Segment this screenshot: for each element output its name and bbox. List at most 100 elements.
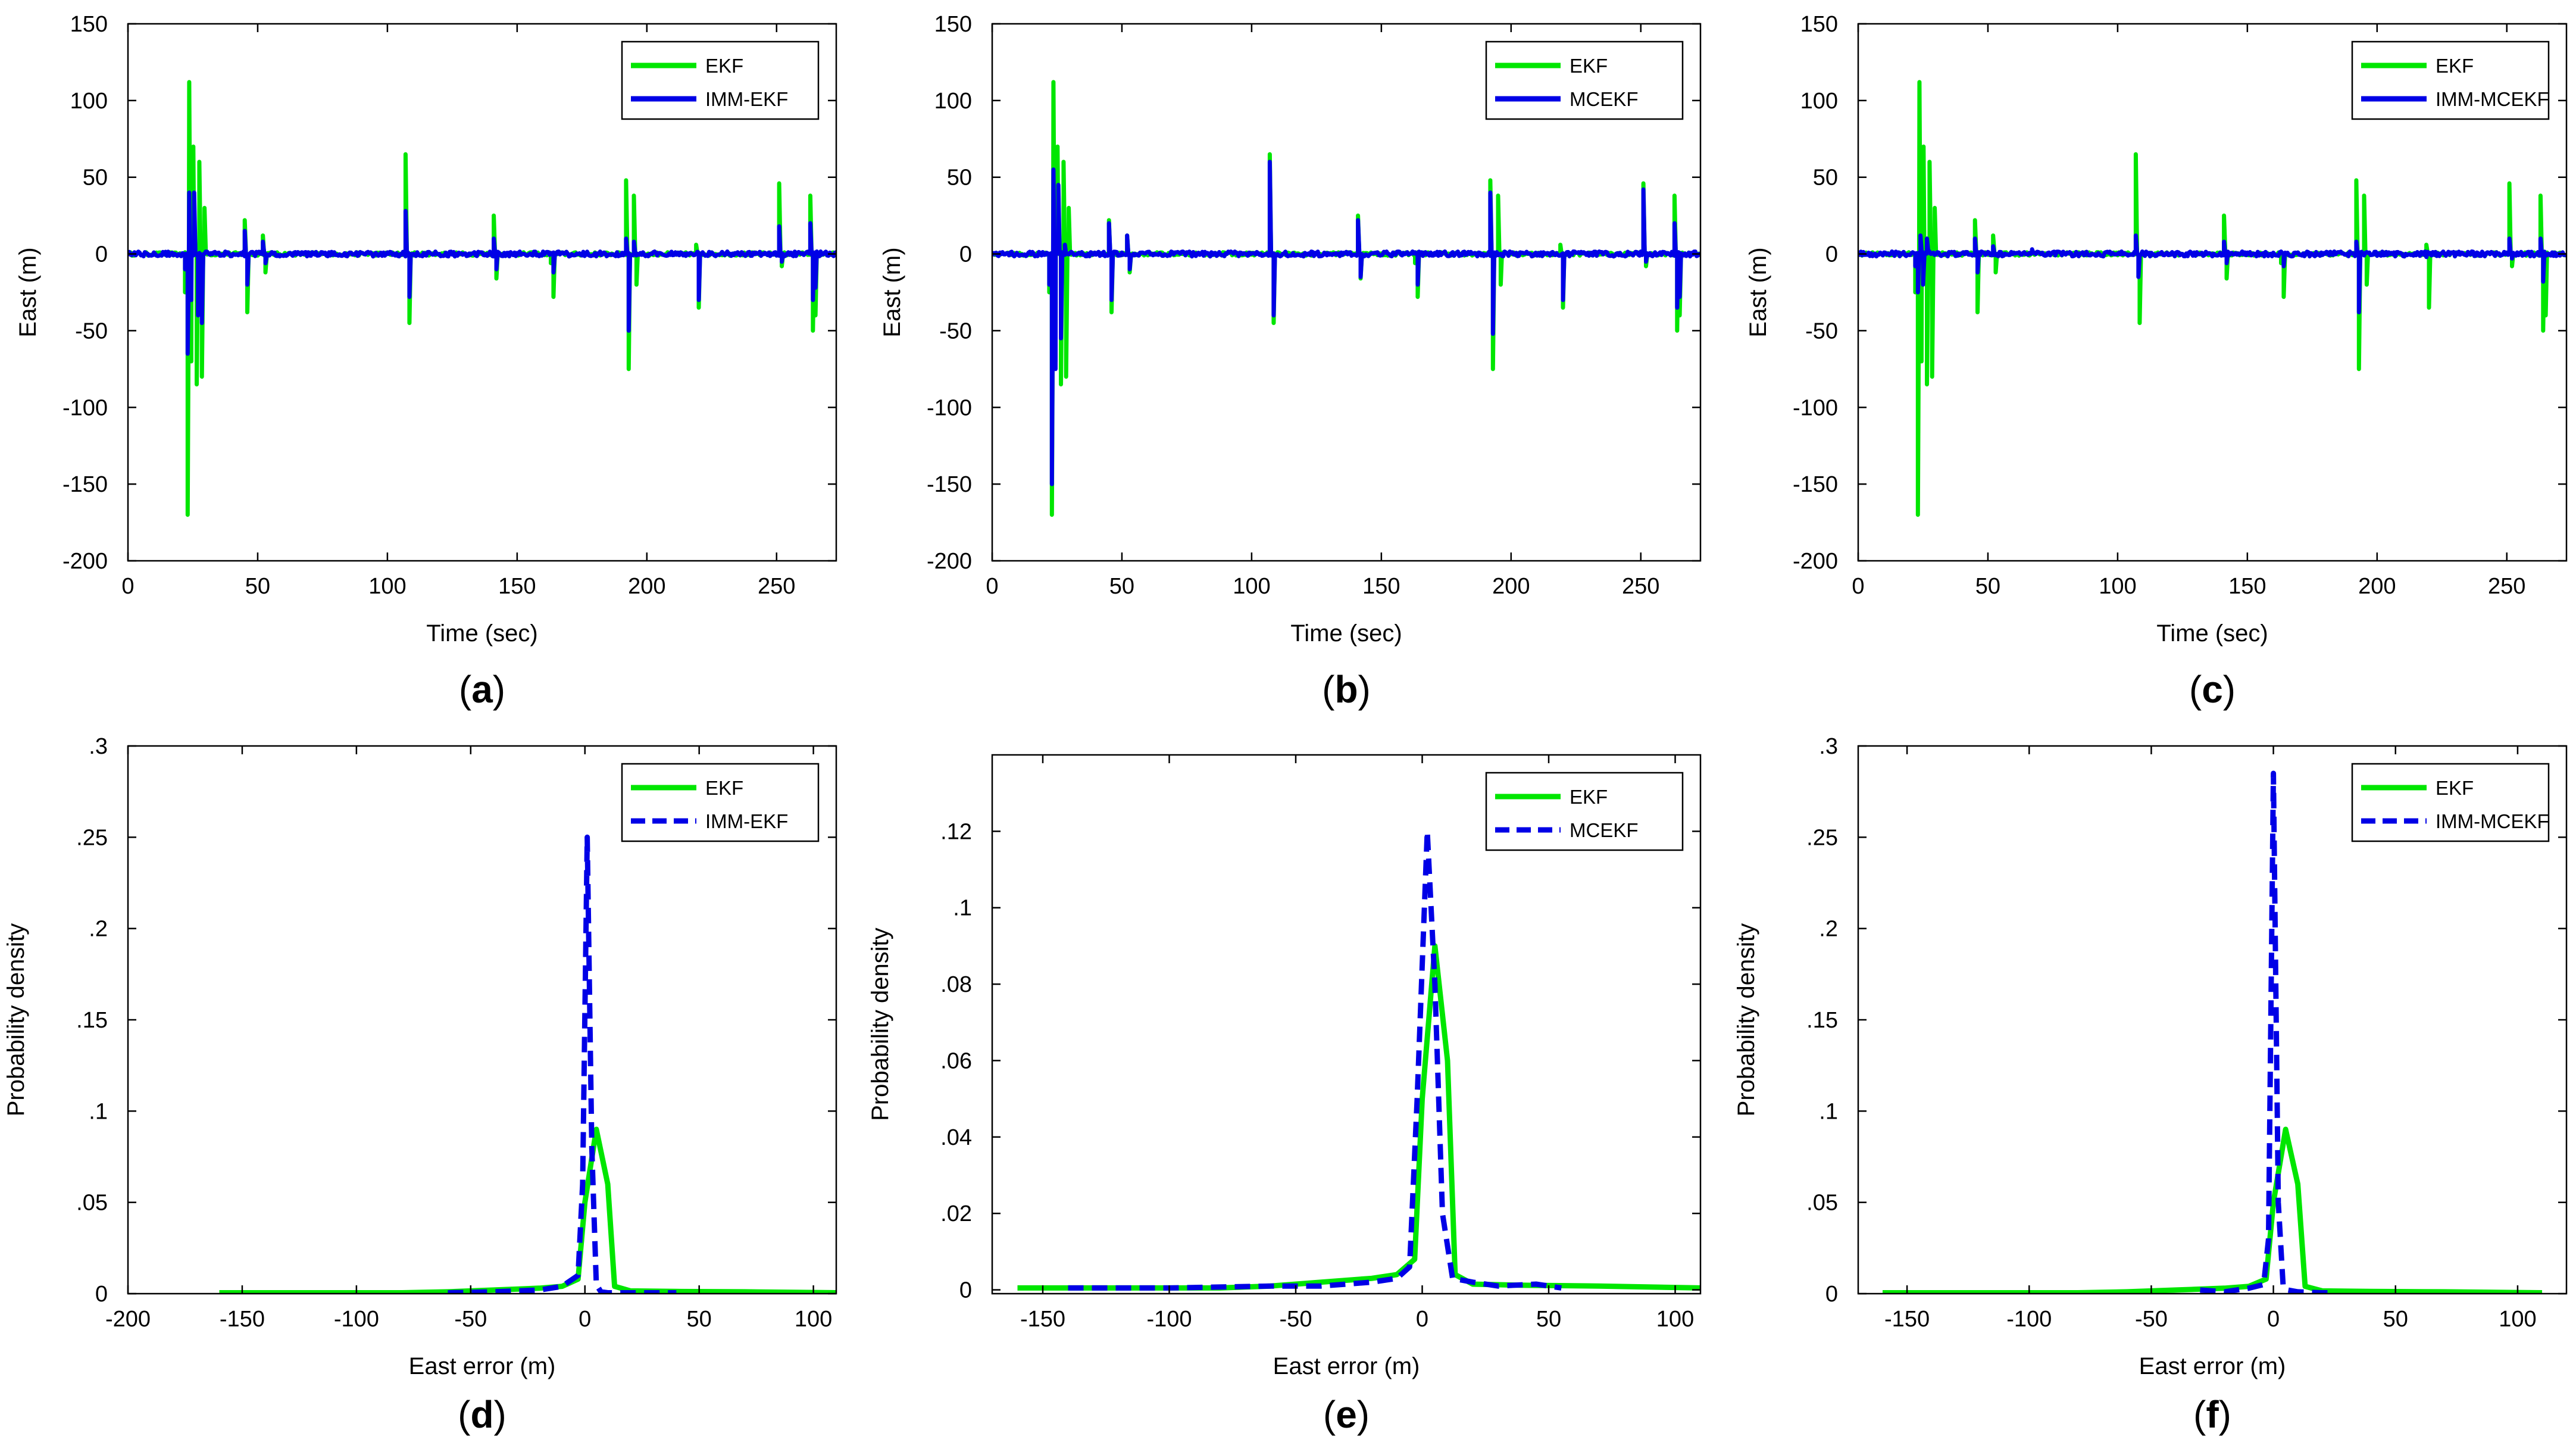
x-tick-label: 0 [1852,574,1864,599]
y-tick-label: -100 [1793,395,1838,420]
x-axis-label: East error (m) [409,1353,556,1379]
y-tick-label: 0 [1825,242,1838,267]
legend-box [621,40,820,120]
x-tick-label: 50 [687,1307,712,1332]
y-tick-label: -150 [62,472,108,497]
legend-label-mcekf: MCEKF [1570,819,1639,841]
x-tick-label: 100 [368,574,406,599]
y-tick-label: .02 [940,1201,972,1226]
x-axis-label: Time (sec) [2156,620,2268,647]
y-tick-label: 50 [83,166,108,191]
legend-box [621,763,820,842]
y-axis-label: Probability density [3,923,29,1117]
y-tick-label: .12 [940,819,972,844]
x-tick-label: 100 [2099,574,2136,599]
x-tick-label: -150 [220,1307,265,1332]
y-tick-label: 100 [1800,89,1838,114]
legend-label-ekf: EKF [1570,55,1608,77]
x-tick-label: 200 [1492,574,1530,599]
series-imm-ekf-line [128,191,836,356]
y-tick-label: 0 [959,242,972,267]
panel-c: 0 50 100 150 200 250 150 100 50 0 -50 -100 -150 -200 T… [1745,12,2568,711]
x-tick-label: 0 [579,1307,591,1332]
x-tick-label: 0 [2267,1307,2280,1332]
x-axis-label: Time (sec) [1290,620,1402,647]
series-imm-ekf-line [448,834,677,1294]
legend-label-mcekf: MCEKF [1570,88,1639,110]
y-tick-label: 150 [1800,12,1838,37]
x-tick-label: 50 [2383,1307,2408,1332]
legend-label-ekf: EKF [1570,786,1608,808]
legend-box [2351,40,2550,120]
y-tick-label: .05 [76,1191,108,1216]
y-tick-label: 100 [934,89,972,114]
y-tick-label: -50 [939,319,972,344]
y-tick-label: .15 [1806,1008,1838,1033]
y-tick-label: 50 [947,166,972,191]
y-tick-label: -200 [62,549,108,574]
y-tick-label: 0 [95,1282,108,1307]
y-tick-label: .04 [940,1125,972,1150]
y-tick-label: -150 [927,472,972,497]
x-tick-label: 250 [2488,574,2525,599]
x-tick-label: -50 [2135,1307,2168,1332]
x-tick-label: -100 [2006,1307,2052,1332]
y-axis-label: Probability density [1733,923,1759,1117]
x-axis-label: East error (m) [1273,1353,1420,1379]
y-tick-label: .2 [1819,917,1838,942]
series-imm-mcekf-line [2200,770,2335,1294]
legend-box [1485,40,1684,120]
x-tick-label: -150 [1020,1307,1065,1332]
y-tick-label: -150 [1793,472,1838,497]
x-tick-label: -50 [454,1307,487,1332]
x-tick-label: -150 [1884,1307,1930,1332]
y-tick-label: .25 [76,825,108,850]
legend-label-imm-ekf: IMM-EKF [705,810,788,832]
y-tick-label: .1 [953,896,972,921]
y-tick-label: 0 [959,1278,972,1303]
x-tick-label: 0 [986,574,998,599]
y-tick-label: .25 [1806,825,1838,850]
y-axis-label: East (m) [15,247,41,337]
series-imm-mcekf-line [1858,233,2566,314]
y-tick-label: .15 [76,1008,108,1033]
panel-label-b: (b) [1322,668,1371,711]
y-tick-label: -50 [1805,319,1838,344]
y-tick-label: .3 [89,734,108,759]
x-tick-label: -50 [1280,1307,1312,1332]
x-tick-label: 0 [1416,1307,1428,1332]
x-tick-label: 100 [795,1307,832,1332]
panel-label-f: (f) [2193,1393,2231,1436]
x-tick-label: 200 [628,574,665,599]
axes-box [1857,23,2568,562]
x-tick-label: 50 [1109,574,1134,599]
legend-label-ekf: EKF [2436,777,2474,799]
y-tick-label: 100 [70,89,108,114]
x-axis-label: Time (sec) [426,620,537,647]
y-tick-label: -200 [927,549,972,574]
x-tick-label: 250 [1622,574,1659,599]
y-tick-label: 0 [1825,1282,1838,1307]
x-tick-label: -100 [1146,1307,1192,1332]
x-tick-label: 100 [2499,1307,2536,1332]
x-tick-label: 50 [245,574,270,599]
x-tick-label: 150 [498,574,536,599]
legend-label-imm-ekf: IMM-EKF [705,88,788,110]
axes-box [127,23,837,562]
panel-d: -200 -150 -100 -50 0 50 100 .3 .25 .2 .15 .1 .05 0 Eas… [3,734,837,1436]
axes-box [991,754,1702,1295]
legend-label-imm-mcekf: IMM-MCEKF [2436,810,2549,832]
panel-label-a: (a) [459,668,505,711]
x-tick-label: 0 [121,574,134,599]
x-tick-label: 100 [1656,1307,1694,1332]
panel-label-e: (e) [1323,1393,1370,1436]
series-mcekf-line [992,160,1700,486]
x-tick-label: 150 [2228,574,2266,599]
x-axis-label: East error (m) [2139,1353,2286,1379]
x-tick-label: 150 [1362,574,1400,599]
y-tick-label: .1 [89,1099,108,1124]
panel-b: 0 50 100 150 200 250 150 100 50 0 -50 -100 -150 -200 T… [879,12,1702,711]
x-tick-label: -200 [105,1307,151,1332]
y-tick-label: .05 [1806,1191,1838,1216]
